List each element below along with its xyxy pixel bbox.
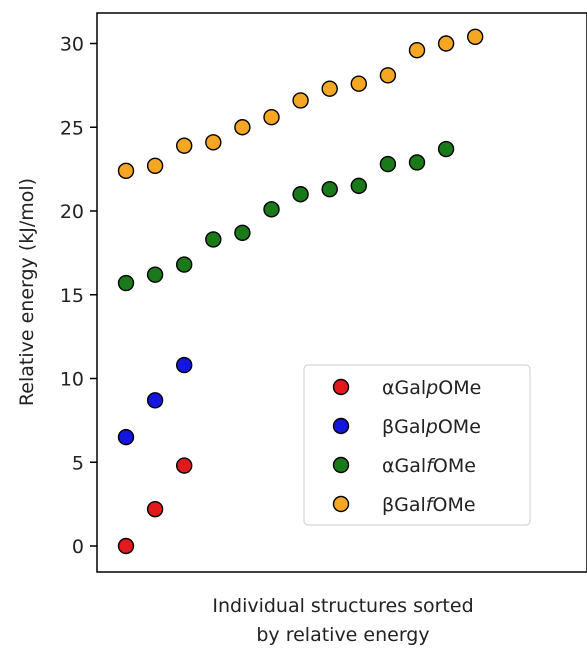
legend-marker-2 (332, 456, 350, 474)
y-axis-label: Relative energy (kJ/mol) (16, 178, 38, 406)
data-point (146, 157, 164, 174)
y-tick-label-10: 10 (60, 369, 84, 391)
legend-label-part: αGal (382, 377, 426, 399)
data-points (117, 28, 484, 555)
data-point (117, 537, 135, 555)
legend-label-part: f (426, 455, 436, 477)
data-point (175, 356, 193, 374)
y-tick-label-0: 0 (72, 536, 84, 558)
legend-label-part: f (426, 494, 436, 516)
data-point (175, 457, 193, 474)
data-point (146, 266, 164, 283)
data-point (205, 231, 222, 248)
legend-label-part: OMe (433, 455, 476, 477)
y-tick-label-30: 30 (60, 34, 84, 56)
data-point (234, 119, 251, 136)
data-point (117, 162, 135, 180)
legend-label-part: p (425, 377, 438, 399)
data-point (292, 186, 309, 203)
data-point (263, 201, 280, 218)
data-point (408, 154, 426, 171)
data-point (175, 256, 193, 273)
legend-label-part: βGal (382, 416, 426, 438)
legend-label-part: αGal (382, 455, 426, 477)
legend-label-part: OMe (438, 416, 481, 438)
data-point (117, 428, 135, 446)
data-point (263, 108, 280, 126)
legend-box (303, 364, 531, 526)
data-point (175, 137, 193, 154)
legend-label-1: βGalpOMe (382, 416, 481, 438)
series-1 (117, 356, 193, 446)
y-tick-label-15: 15 (60, 285, 84, 307)
data-point (292, 92, 309, 109)
legend-label-part: OMe (432, 494, 475, 516)
y-tick-label-20: 20 (60, 201, 84, 223)
y-tick-label-25: 25 (60, 117, 84, 139)
legend-label-part: p (425, 416, 438, 438)
x-axis-label-line-1: Individual structures sorted (212, 595, 473, 617)
legend-label-0: αGalpOMe (382, 377, 481, 399)
data-point (350, 177, 367, 195)
data-point (117, 274, 135, 292)
data-point (321, 80, 338, 97)
legend-marker-1 (332, 417, 350, 435)
legend-label-part: OMe (438, 377, 481, 399)
data-point (379, 67, 397, 84)
legend-label-3: βGalfOMe (382, 494, 476, 516)
data-point (379, 155, 397, 173)
legend-label-2: αGalfOMe (382, 455, 476, 477)
data-point (350, 75, 367, 92)
data-point (146, 500, 164, 518)
data-point (437, 140, 455, 158)
data-point (437, 35, 455, 52)
legend-marker-0 (332, 378, 350, 396)
data-point (234, 224, 251, 241)
data-point (205, 134, 222, 151)
series-2 (117, 140, 455, 292)
series-3 (117, 28, 484, 180)
legend-label-part: βGal (382, 494, 426, 516)
y-tick-label-5: 5 (72, 452, 84, 474)
series-0 (117, 457, 193, 555)
data-point (146, 392, 164, 409)
legend-marker-3 (332, 495, 350, 513)
data-point (408, 42, 426, 59)
plot-frame (96, 12, 587, 573)
data-point (467, 28, 484, 45)
data-point (321, 181, 338, 198)
x-axis-label-line-2: by relative energy (256, 624, 429, 646)
y-axis: 0 5 10 15 20 25 30 (60, 34, 97, 558)
